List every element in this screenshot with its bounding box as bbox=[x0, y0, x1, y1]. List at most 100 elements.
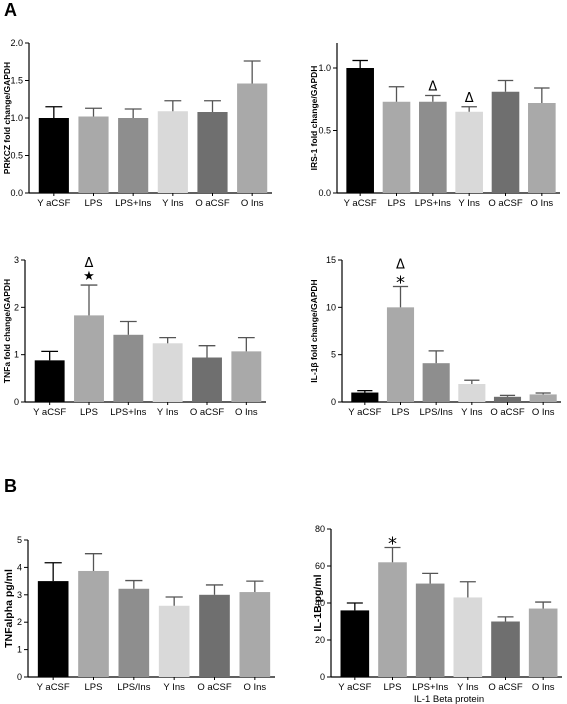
category-label: LPS+Ins bbox=[110, 407, 146, 418]
bar-5 bbox=[199, 594, 230, 677]
y-axis-label: PRKCZ fold change/GAPDH bbox=[2, 62, 12, 174]
category-label: O Ins bbox=[235, 407, 258, 418]
significance-marker: ★ bbox=[83, 269, 95, 284]
category-label: LPS+Ins bbox=[415, 198, 451, 209]
category-label: O aCSF bbox=[488, 682, 523, 693]
y-tick-label: 1 bbox=[17, 645, 22, 655]
significance-marker: * bbox=[388, 534, 397, 555]
bar-2 bbox=[74, 315, 104, 402]
y-axis-label: IL-1β fold change/GAPDH bbox=[309, 279, 319, 382]
bar-3 bbox=[113, 334, 144, 402]
y-tick-label: 0 bbox=[17, 672, 22, 682]
y-tick-label: 1.5 bbox=[10, 76, 23, 86]
chart-panel-4: 0 5 10 15 IL-1β fold change/GAPDH Y aCSF LPS *Δ… bbox=[309, 255, 561, 418]
category-label: Y Ins bbox=[458, 198, 480, 209]
category-label: LPS bbox=[85, 198, 103, 209]
category-label: LPS bbox=[80, 407, 98, 418]
bar-6 bbox=[528, 608, 558, 677]
bar-5 bbox=[197, 112, 228, 193]
bar-3 bbox=[415, 583, 445, 677]
bar-5 bbox=[493, 396, 522, 402]
chart-panel-1: 0.0 0.5 1.0 1.5 2.0 PRKCZ fold change/GAPDH Y … bbox=[2, 38, 272, 209]
category-label: O Ins bbox=[241, 198, 264, 209]
bar-6 bbox=[231, 351, 262, 402]
category-label: Y aCSF bbox=[348, 407, 381, 418]
bar-1 bbox=[351, 392, 379, 402]
bar-5 bbox=[192, 357, 222, 402]
panel-label-b: B bbox=[4, 476, 17, 496]
bar-6 bbox=[529, 394, 557, 402]
y-tick-label: 5 bbox=[17, 535, 22, 545]
y-tick-label: 2.0 bbox=[10, 38, 23, 48]
category-label: LPS bbox=[392, 407, 410, 418]
bar-1 bbox=[38, 118, 69, 193]
y-tick-label: 20 bbox=[315, 635, 325, 645]
y-tick-label: 80 bbox=[315, 524, 325, 534]
y-tick-label: 0 bbox=[320, 672, 325, 682]
bar-1 bbox=[37, 581, 69, 677]
y-axis-label: TNFalpha pg/ml bbox=[3, 569, 15, 648]
bar-2 bbox=[386, 307, 415, 402]
panel-label-a: A bbox=[4, 0, 17, 20]
category-label: O Ins bbox=[243, 682, 266, 693]
significance-marker: Δ bbox=[465, 91, 474, 106]
bar-3 bbox=[118, 588, 150, 677]
y-tick-label: 60 bbox=[315, 561, 325, 571]
y-tick-label: 0 bbox=[14, 397, 19, 407]
y-tick-label: 0.5 bbox=[318, 126, 331, 136]
category-label: Y aCSF bbox=[33, 407, 66, 418]
bar-4 bbox=[152, 343, 183, 402]
category-label: LPS/Ins bbox=[420, 407, 454, 418]
significance-marker: * bbox=[396, 273, 405, 294]
significance-marker: Δ bbox=[396, 258, 405, 273]
bar-1 bbox=[34, 360, 65, 402]
category-label: Y Ins bbox=[457, 682, 479, 693]
category-label: LPS/Ins bbox=[117, 682, 151, 693]
y-tick-label: 1.0 bbox=[318, 63, 331, 73]
category-label: Y Ins bbox=[461, 407, 483, 418]
category-label: Y aCSF bbox=[338, 682, 371, 693]
category-label: Y aCSF bbox=[344, 198, 377, 209]
y-tick-label: 10 bbox=[326, 302, 336, 312]
chart-panel-6: 0 20 40 60 80 IL-1B pg/ml Y aCSF LPS * LPS+Ins Y I… bbox=[312, 524, 562, 704]
y-tick-label: 5 bbox=[331, 350, 336, 360]
category-label: O Ins bbox=[532, 682, 555, 693]
y-axis-label: TNFa fold change/GAPDH bbox=[2, 279, 12, 383]
bar-5 bbox=[491, 621, 520, 677]
bar-1 bbox=[346, 68, 374, 193]
chart-panel-5: 0 1 2 3 4 5 TNFalpha pg/ml Y aCSF LPS LPS/Ins Y In… bbox=[3, 535, 275, 693]
y-tick-label: 3 bbox=[17, 590, 22, 600]
y-tick-label: 0.0 bbox=[318, 188, 331, 198]
category-label: O aCSF bbox=[488, 198, 523, 209]
category-label: O aCSF bbox=[190, 407, 225, 418]
category-label: Y Ins bbox=[163, 682, 185, 693]
bar-3 bbox=[419, 101, 447, 193]
significance-marker: Δ bbox=[85, 256, 94, 271]
y-tick-label: 0 bbox=[331, 397, 336, 407]
x-axis-label: IL-1 Beta protein bbox=[414, 694, 484, 704]
category-label: O aCSF bbox=[195, 198, 230, 209]
bar-2 bbox=[382, 101, 411, 193]
category-label: O Ins bbox=[530, 198, 553, 209]
bar-3 bbox=[422, 363, 450, 402]
bar-4 bbox=[458, 384, 486, 402]
y-tick-label: 0.5 bbox=[10, 151, 23, 161]
y-tick-label: 2 bbox=[14, 302, 19, 312]
category-label: LPS bbox=[85, 682, 103, 693]
bar-4 bbox=[455, 111, 483, 193]
bar-1 bbox=[340, 610, 370, 677]
category-label: O Ins bbox=[532, 407, 555, 418]
category-label: LPS+Ins bbox=[115, 198, 151, 209]
category-label: LPS+Ins bbox=[412, 682, 448, 693]
y-axis-label: IL-1B pg/ml bbox=[312, 574, 324, 631]
bar-2 bbox=[78, 570, 109, 677]
bar-4 bbox=[157, 111, 188, 193]
bar-5 bbox=[491, 91, 520, 193]
y-tick-label: 3 bbox=[14, 255, 19, 265]
y-tick-label: 40 bbox=[315, 598, 325, 608]
category-label: LPS bbox=[384, 682, 402, 693]
y-tick-label: 15 bbox=[326, 255, 336, 265]
category-label: Y Ins bbox=[162, 198, 184, 209]
